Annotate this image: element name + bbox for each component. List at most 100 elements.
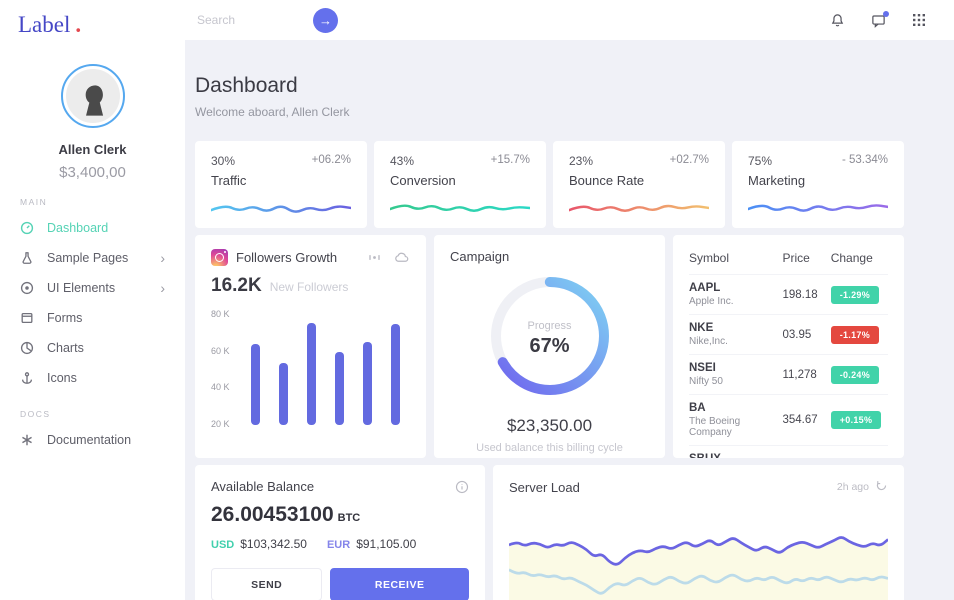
stat-label: Bounce Rate (569, 173, 645, 188)
anchor-icon (20, 371, 34, 385)
stat-value: 23% (569, 154, 594, 168)
chevron-right-icon: › (160, 280, 165, 296)
stats-row: 30% +06.2% Traffic 43% +15.7% Conversion 2… (195, 141, 904, 228)
server-load-chart (509, 536, 888, 600)
y-tick-label: 60 K (211, 345, 230, 356)
change-badge: +0.15% (830, 411, 882, 429)
available-balance-card: Available Balance 26.00453100 BTC USD $103… (195, 465, 485, 600)
sidebar-item-sample-pages[interactable]: Sample Pages › (20, 243, 165, 273)
refresh-icon[interactable] (875, 479, 888, 495)
sidebar-nav: MAIN Dashboard Sample Pages › UI Element… (0, 197, 185, 455)
column-header: Change (830, 251, 873, 265)
stock-symbol: AAPL (689, 282, 721, 294)
table-row: BA The Boeing Company 354.67 +0.15% (689, 395, 888, 446)
stat-card-bounce-rate: 23% +02.7% Bounce Rate (553, 141, 725, 228)
y-tick-label: 80 K (211, 309, 230, 319)
sidebar: Label. Allen Clerk $3,400,00 MAIN Dashbo… (0, 0, 185, 600)
page-title: Dashboard (195, 74, 298, 97)
table-row: SBUXStarbucks Corporation 08.42 +0.67% (689, 446, 888, 458)
change-badge: -1.29% (830, 285, 880, 304)
receive-button[interactable]: RECEIVE (330, 568, 469, 600)
sidebar-item-label: Dashboard (47, 221, 109, 235)
sidebar-item-label: Charts (47, 341, 84, 355)
eur-value: $91,105.00 (356, 537, 417, 551)
stat-card-marketing: 75% - 53.34% Marketing (732, 141, 904, 228)
instagram-icon (211, 249, 228, 266)
messages-icon[interactable] (871, 10, 889, 28)
usd-value: $103,342.50 (240, 537, 307, 551)
stock-company: Nike,Inc. (689, 336, 728, 347)
stock-price: 198.18 (782, 288, 818, 301)
sidebar-item-forms[interactable]: Forms (20, 303, 165, 333)
progress-label: Progress (527, 319, 572, 332)
campaign-amount: $23,350.00 (506, 416, 593, 435)
content-area: Dashboard Welcome aboard, Allen Clerk 30… (185, 40, 954, 600)
asterisk-icon (20, 433, 34, 447)
send-button[interactable]: SEND (211, 568, 323, 600)
profile-name: Allen Clerk (58, 142, 127, 157)
stat-value: 75% (748, 154, 773, 168)
stat-change: +06.2% (311, 154, 351, 166)
page-header: Dashboard Welcome aboard, Allen Clerk (195, 74, 904, 119)
live-icon[interactable] (367, 250, 382, 265)
bar (278, 363, 288, 425)
stock-symbol: BA (689, 402, 706, 414)
cloud-download-icon[interactable] (394, 250, 410, 265)
stocks-table-card: Symbol Price Change AAPL Apple Inc. 198.1… (673, 235, 904, 458)
stat-change: +02.7% (669, 154, 709, 166)
brand-logo[interactable]: Label. (0, 12, 185, 38)
eur-label: EUR (326, 539, 351, 551)
bell-icon[interactable] (830, 13, 845, 28)
stock-price: 11,278 (782, 368, 817, 381)
sidebar-item-ui-elements[interactable]: UI Elements › (20, 273, 165, 303)
sidebar-item-icons[interactable]: Icons (20, 363, 165, 393)
server-load-card: Server Load 2h ago (493, 465, 904, 600)
search-button[interactable]: → (313, 7, 338, 33)
table-row: AAPL Apple Inc. 198.18 -1.29% (689, 275, 888, 315)
table-row: NSEI Nifty 50 11,278 -0.24% (689, 355, 888, 395)
stat-change: +15.7% (490, 154, 530, 166)
sidebar-item-label: UI Elements (47, 281, 116, 295)
card-title: Campaign (450, 249, 510, 264)
sidebar-item-label: Icons (47, 371, 77, 385)
y-tick-label: 20 K (211, 418, 230, 429)
apps-grid-icon[interactable] (912, 13, 926, 27)
last-updated: 2h ago (836, 481, 869, 493)
table-row: NKE Nike,Inc. 03.95 -1.17% (689, 315, 888, 355)
dashboard-icon (20, 221, 34, 235)
stock-company: The Boeing Company (689, 416, 741, 438)
search-bar: → (197, 7, 338, 33)
btc-balance: 26.00453100 BTC (211, 503, 469, 527)
followers-growth-card: Followers Growth 16.2K New Followers 80 … (195, 235, 426, 458)
change-badge: -0.24% (830, 365, 880, 384)
sidebar-item-label: Documentation (47, 433, 132, 447)
brand-name: Label (18, 12, 71, 37)
usd-label: USD (211, 539, 235, 551)
topbar-icons (830, 10, 926, 28)
avatar[interactable] (65, 69, 120, 123)
followers-bar-chart: 80 K 60 K 40 K 20 K (211, 309, 410, 429)
notification-dot (883, 10, 889, 17)
arrow-right-icon: → (319, 12, 332, 28)
stock-company: Nifty 50 (689, 376, 723, 387)
sidebar-item-charts[interactable]: Charts (20, 333, 165, 363)
table-header-row: Symbol Price Change (689, 249, 888, 275)
conversion-sparkline (390, 204, 530, 212)
stat-value: 30% (211, 154, 236, 168)
search-input[interactable] (197, 13, 305, 27)
info-icon[interactable] (455, 480, 469, 494)
main-column: → Dashboard Welcome aboard, Allen Clerk … (185, 0, 954, 600)
page-subtitle: Welcome aboard, Allen Clerk (195, 105, 350, 119)
bar (391, 324, 401, 425)
bar (363, 341, 373, 425)
pie-chart-icon (20, 341, 34, 355)
sidebar-item-dashboard[interactable]: Dashboard (20, 213, 165, 243)
bottom-row: Available Balance 26.00453100 BTC USD $103… (195, 465, 904, 600)
card-title: Followers Growth (236, 250, 338, 265)
topbar: → (185, 0, 954, 40)
column-header: Price (782, 251, 810, 265)
nav-section-main: MAIN (20, 197, 48, 207)
followers-count: 16.2K (211, 275, 262, 296)
person-silhouette-icon (85, 85, 103, 116)
sidebar-item-documentation[interactable]: Documentation (20, 425, 165, 455)
